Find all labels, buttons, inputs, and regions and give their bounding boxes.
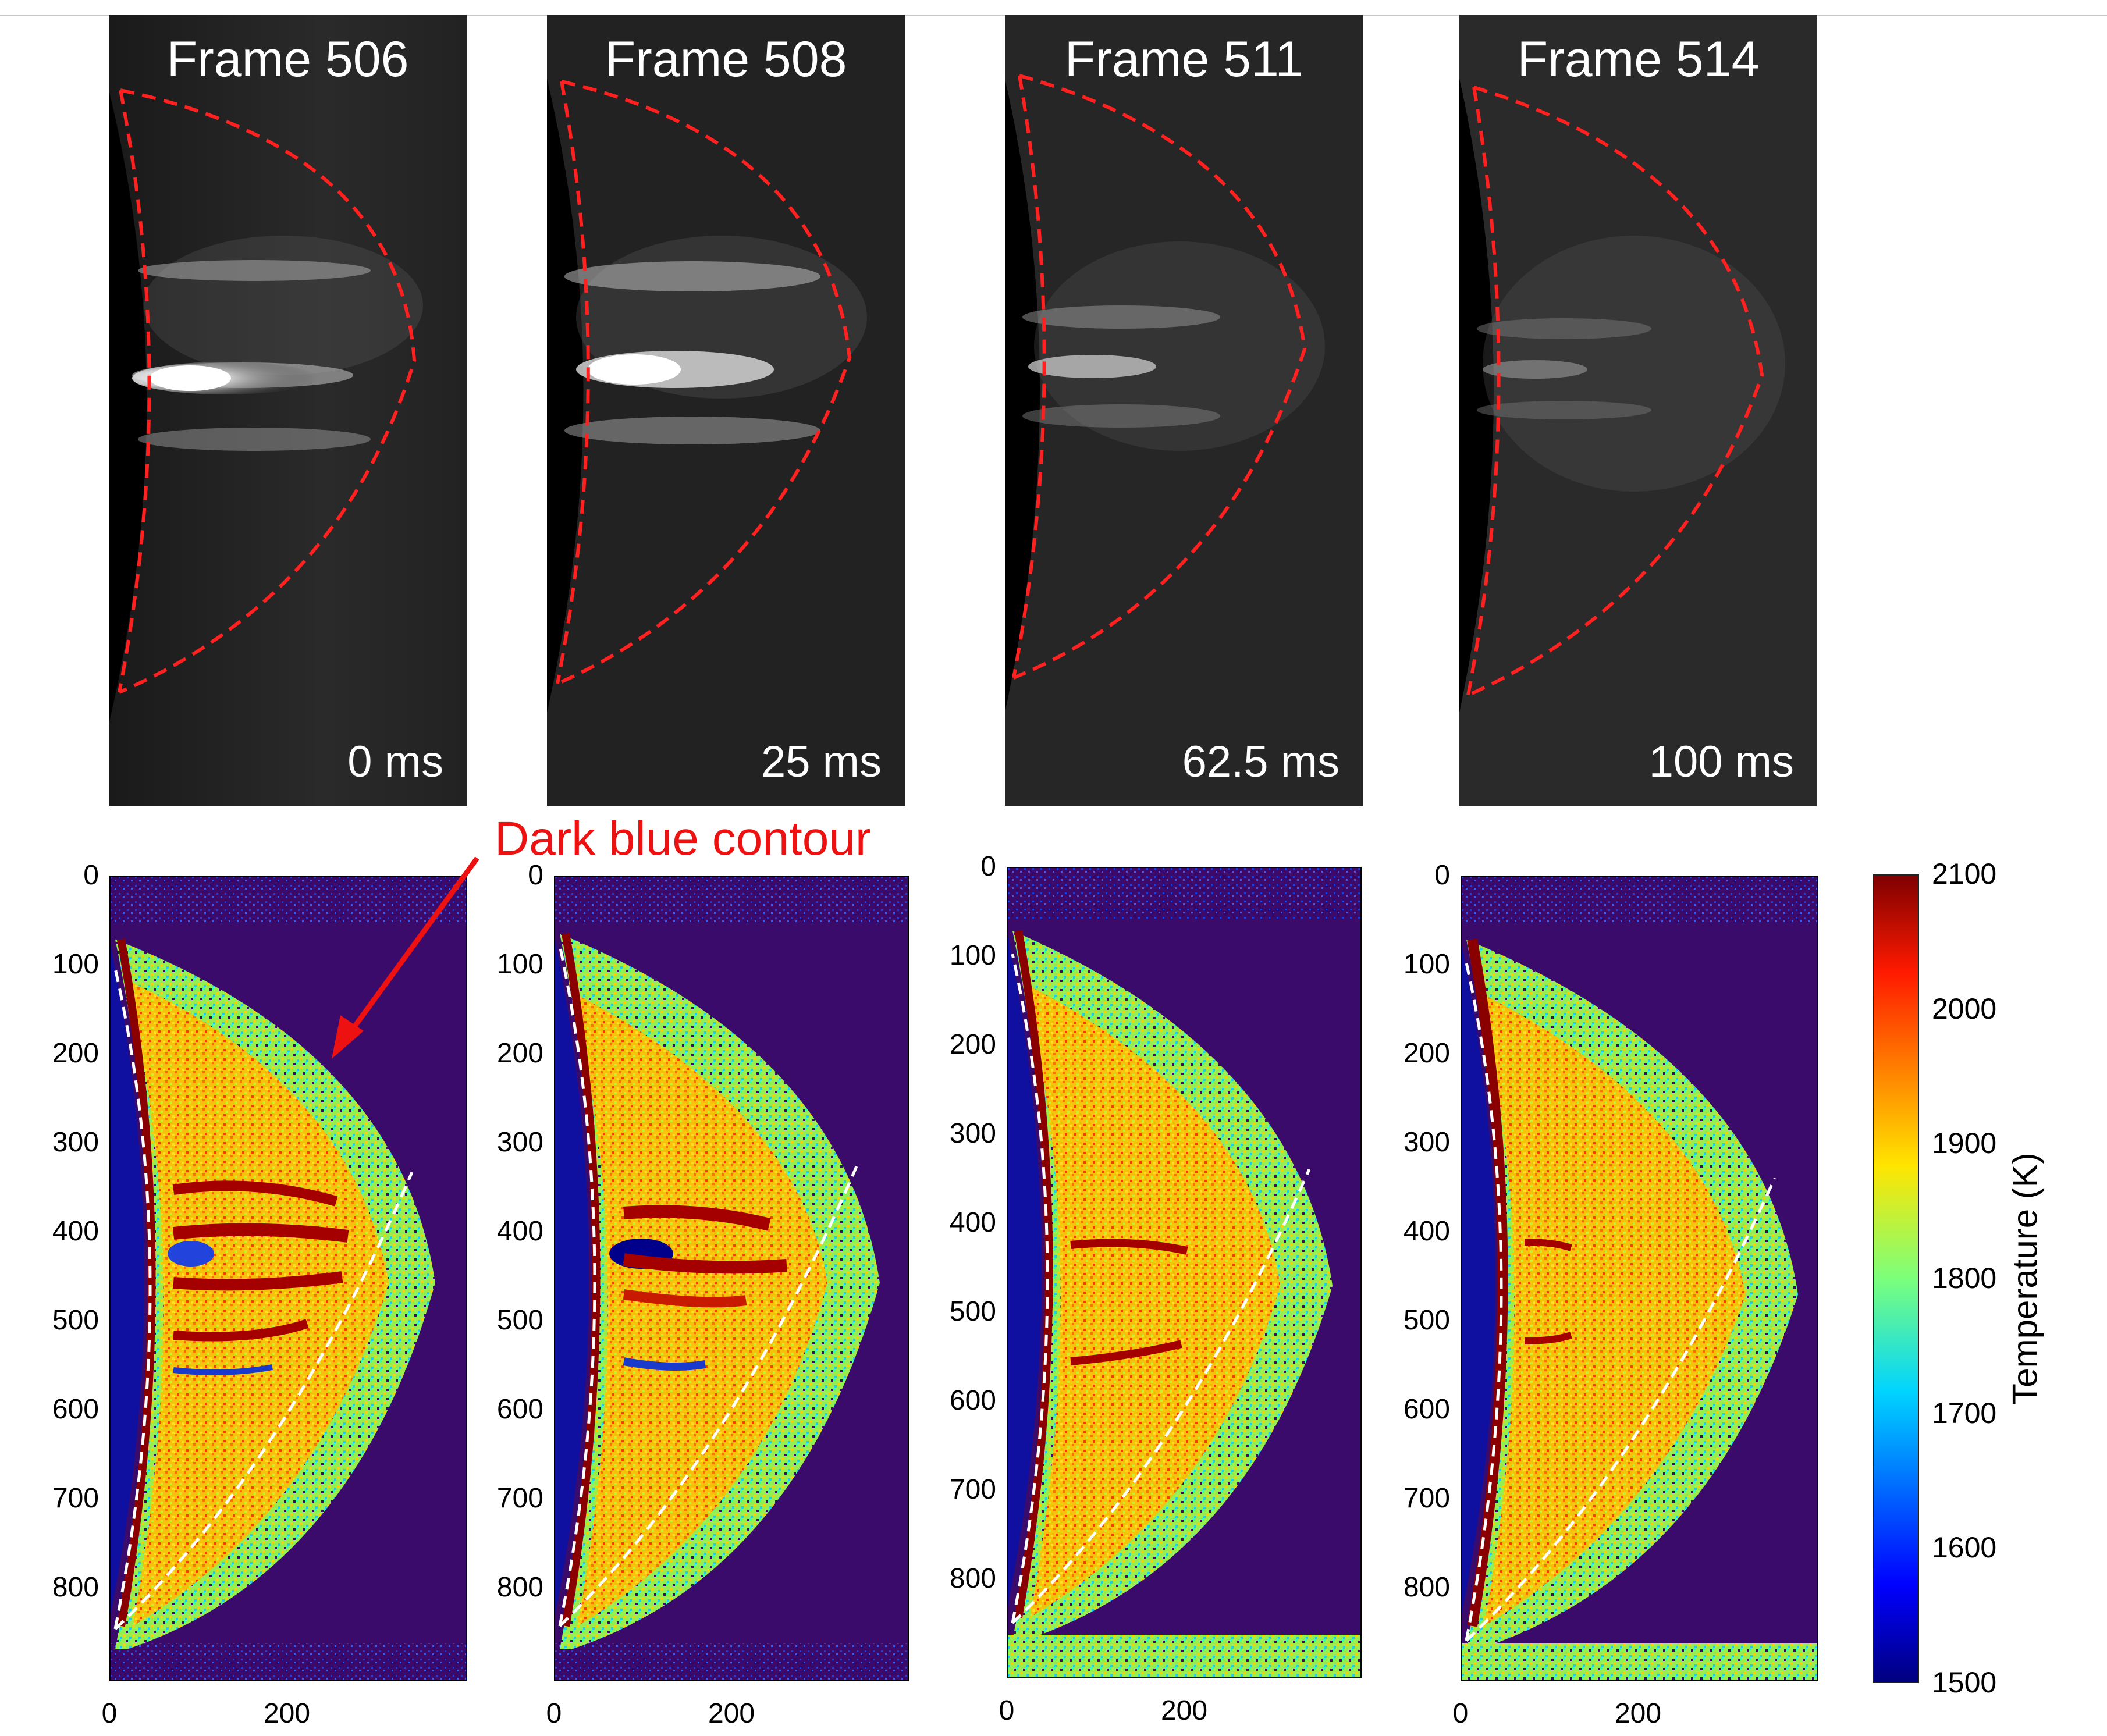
y-tick-label: 600 — [52, 1394, 99, 1425]
frame-time: 25 ms — [761, 737, 882, 787]
temperature-map-511 — [1007, 867, 1362, 1678]
y-tick-label: 200 — [52, 1038, 99, 1069]
colorbar-tick-label: 1900 — [1932, 1127, 1997, 1160]
y-tick-label: 0 — [83, 860, 99, 891]
y-tick-label: 500 — [1403, 1305, 1450, 1336]
temperature-map-514 — [1461, 876, 1818, 1681]
x-tick-label: 200 — [1614, 1698, 1662, 1729]
y-tick-label: 300 — [496, 1127, 543, 1158]
y-tick-label: 300 — [949, 1118, 996, 1149]
frame-panel-506: Frame 506 0 ms — [109, 15, 467, 806]
temperature-map-506 — [109, 876, 467, 1681]
frame-time: 100 ms — [1648, 737, 1794, 787]
y-tick-label: 500 — [496, 1305, 543, 1336]
frame-title: Frame 514 — [1517, 31, 1760, 87]
colorbar-tick-label: 1600 — [1932, 1531, 1997, 1564]
y-tick-label: 800 — [1403, 1572, 1450, 1603]
y-tick-label: 100 — [52, 949, 99, 980]
y-tick-label: 600 — [1403, 1394, 1450, 1425]
x-tick-label: 200 — [708, 1698, 755, 1729]
dark-blue-contour-annotation: Dark blue contour — [495, 812, 872, 865]
frame-title: Frame 506 — [166, 31, 409, 87]
temperature-colorbar — [1873, 874, 1919, 1683]
colorbar-tick-label: 1800 — [1932, 1262, 1997, 1294]
colorbar-tick-label: 1700 — [1932, 1396, 1997, 1429]
frame-panel-514: Frame 514 100 ms — [1459, 15, 1817, 806]
x-tick-label: 200 — [1160, 1695, 1208, 1726]
y-tick-label: 300 — [52, 1127, 99, 1158]
y-tick-label: 400 — [949, 1207, 996, 1238]
colorbar-label: Temperature (K) — [2005, 1152, 2045, 1405]
temperature-map-508 — [554, 876, 909, 1681]
y-tick-label: 700 — [496, 1483, 543, 1514]
colorbar-tick-label: 2100 — [1932, 858, 1997, 890]
x-tick-label: 200 — [263, 1698, 311, 1729]
y-tick-label: 100 — [1403, 949, 1450, 980]
x-tick-label: 0 — [546, 1698, 562, 1729]
y-tick-label: 700 — [1403, 1483, 1450, 1514]
y-tick-label: 800 — [496, 1572, 543, 1603]
y-tick-label: 100 — [496, 949, 543, 980]
y-tick-label: 500 — [52, 1305, 99, 1336]
y-tick-label: 700 — [949, 1474, 996, 1505]
y-tick-label: 300 — [1403, 1127, 1450, 1158]
y-tick-label: 400 — [1403, 1216, 1450, 1247]
y-tick-label: 200 — [949, 1029, 996, 1060]
y-tick-label: 700 — [52, 1483, 99, 1514]
colorbar-tick-label: 2000 — [1932, 992, 1997, 1025]
y-tick-label: 500 — [949, 1296, 996, 1327]
frame-time: 62.5 ms — [1182, 737, 1339, 787]
x-tick-label: 0 — [999, 1695, 1015, 1726]
y-tick-label: 100 — [949, 940, 996, 971]
x-tick-label: 0 — [101, 1698, 118, 1729]
y-tick-label: 800 — [52, 1572, 99, 1603]
y-tick-label: 400 — [52, 1216, 99, 1247]
frame-title: Frame 511 — [1064, 31, 1303, 87]
y-tick-label: 200 — [496, 1038, 543, 1069]
frame-title: Frame 508 — [605, 31, 847, 87]
frame-panel-508: Frame 508 25 ms — [547, 15, 905, 806]
frame-time: 0 ms — [347, 737, 443, 787]
y-tick-label: 0 — [528, 860, 543, 891]
y-tick-label: 0 — [1434, 860, 1450, 891]
y-tick-label: 400 — [496, 1216, 543, 1247]
x-tick-label: 0 — [1452, 1698, 1469, 1729]
y-tick-label: 600 — [949, 1385, 996, 1416]
y-tick-label: 200 — [1403, 1038, 1450, 1069]
frame-panel-511: Frame 511 62.5 ms — [1005, 15, 1363, 806]
y-tick-label: 0 — [980, 851, 996, 882]
y-tick-label: 800 — [949, 1563, 996, 1594]
colorbar-tick-label: 1500 — [1932, 1666, 1997, 1699]
y-tick-label: 600 — [496, 1394, 543, 1425]
